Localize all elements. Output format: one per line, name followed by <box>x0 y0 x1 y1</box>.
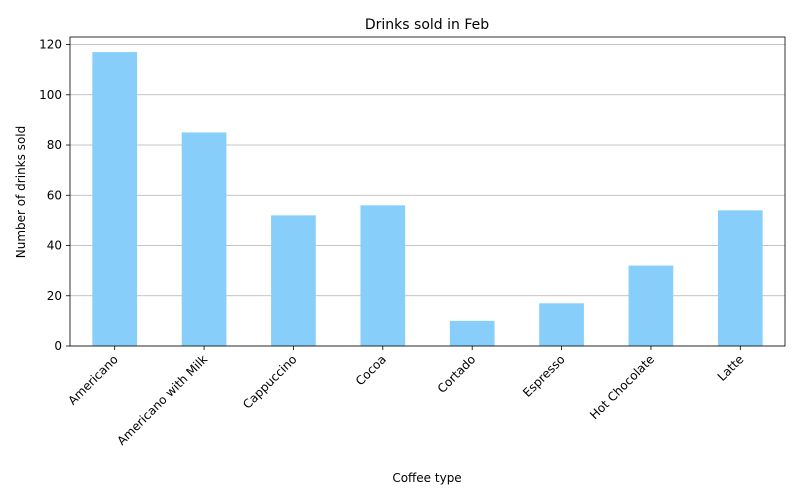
chart-title: Drinks sold in Feb <box>365 17 489 33</box>
y-tick-label-60: 60 <box>47 188 62 202</box>
x-tick-label-cortado: Cortado <box>435 352 479 396</box>
bar-cocoa <box>360 205 406 346</box>
bar-americano-with-milk <box>181 132 227 346</box>
grid-lines <box>70 44 785 347</box>
y-axis-title: Number of drinks sold <box>14 126 28 258</box>
x-tick-label-espresso: Espresso <box>520 352 568 400</box>
y-tick-label-100: 100 <box>39 88 62 102</box>
x-axis-title: Coffee type <box>392 471 461 485</box>
x-tick-label-americano-with-milk: Americano with Milk <box>114 352 210 448</box>
x-tick-label-hot-chocolate: Hot Chocolate <box>587 352 657 422</box>
x-tick-label-latte: Latte <box>715 352 747 384</box>
y-tick-label-0: 0 <box>54 339 62 353</box>
y-tick-label-80: 80 <box>47 138 62 152</box>
bar-hot-chocolate <box>628 265 674 346</box>
y-axis-ticks: 0 20 40 60 80 100 120 <box>39 38 70 353</box>
bar-cappuccino <box>271 215 316 346</box>
bars <box>92 52 763 346</box>
x-tick-label-cocoa: Cocoa <box>353 352 389 388</box>
bar-latte <box>717 210 763 346</box>
x-tick-label-americano: Americano <box>65 352 120 407</box>
bar-cortado <box>449 320 495 346</box>
bar-americano <box>92 52 138 346</box>
y-tick-label-120: 120 <box>39 38 62 52</box>
y-tick-label-40: 40 <box>47 239 62 253</box>
y-tick-label-20: 20 <box>47 289 62 303</box>
x-tick-label-cappuccino: Cappuccino <box>240 352 299 411</box>
plot-frame <box>69 36 786 347</box>
axes <box>69 36 786 347</box>
bar-espresso <box>539 303 584 346</box>
